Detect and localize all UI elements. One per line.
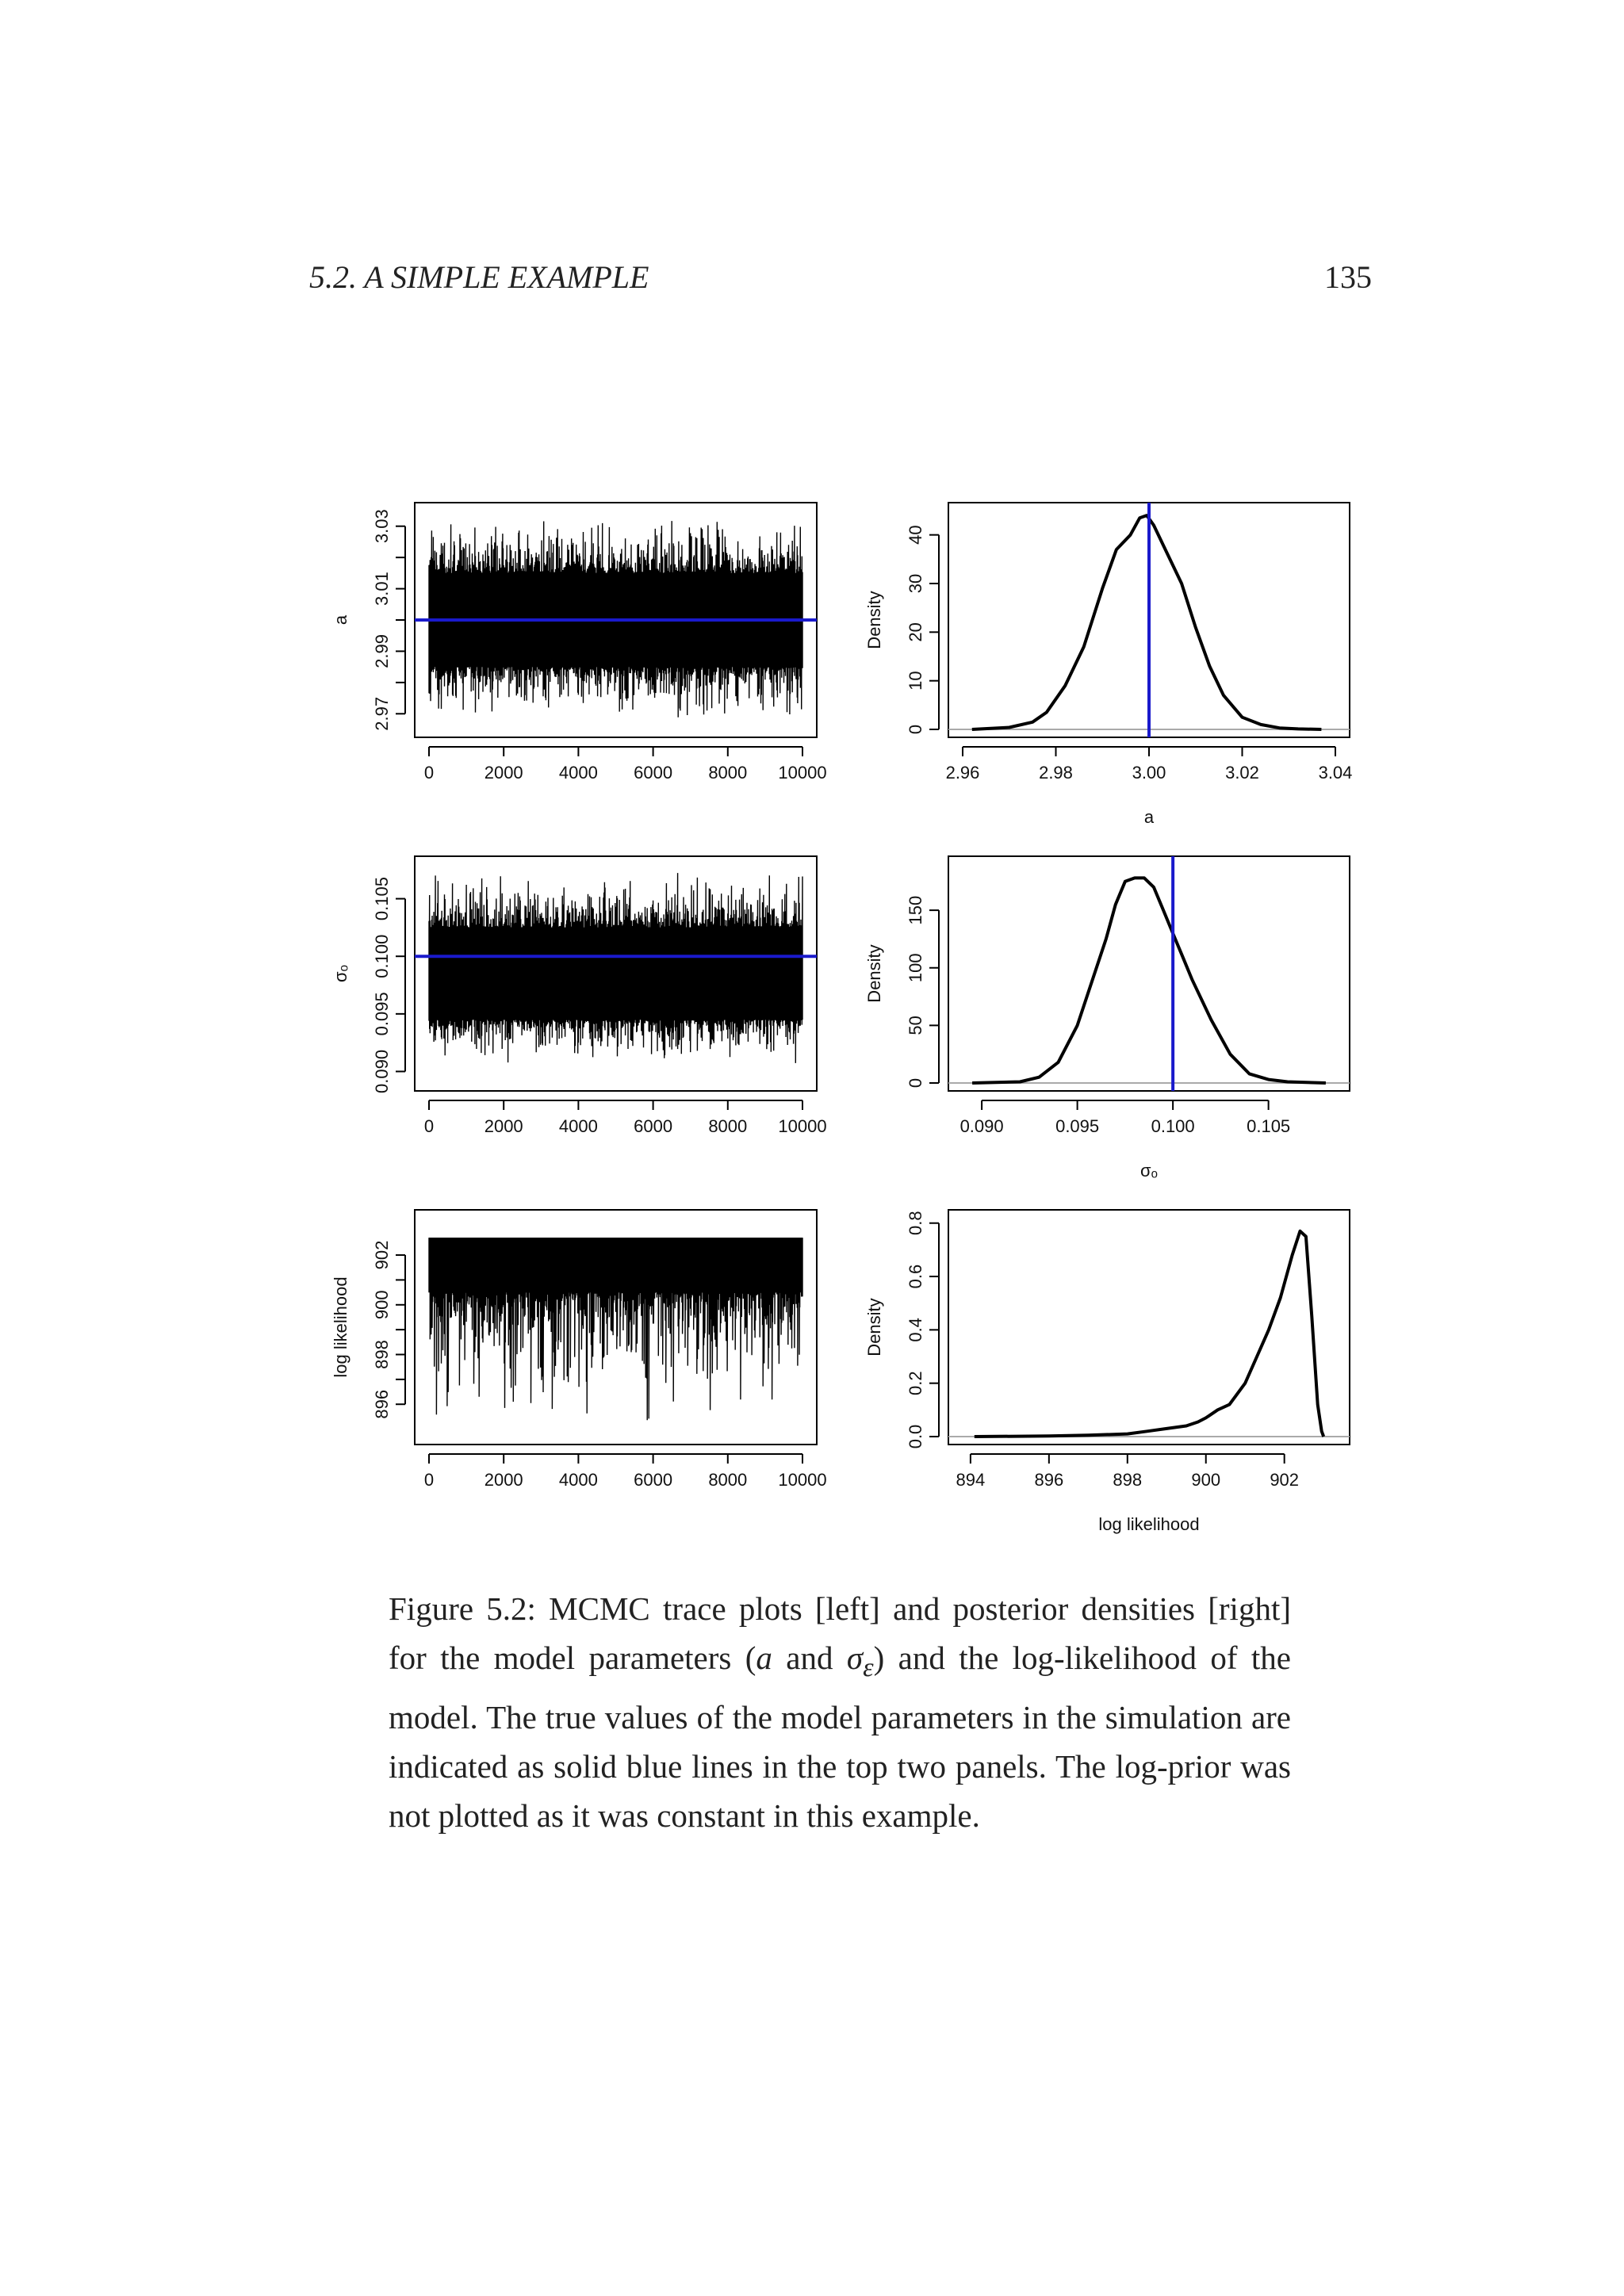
y-axis-label: Density (864, 944, 884, 1002)
x-tick-label: 0.095 (1055, 1116, 1099, 1136)
y-tick-label: 2.97 (372, 697, 392, 731)
panel-trace-3: 896 898 900 902 0 2000 4000 6000 8000 10000 log li… (331, 1209, 827, 1490)
x-tick-label: 8000 (708, 1116, 747, 1136)
x-tick-label: 894 (956, 1470, 986, 1490)
x-tick-label: 8000 (708, 1470, 747, 1490)
x-axis-label: a (1144, 807, 1155, 827)
trace-band (429, 927, 802, 1020)
x-tick-label: 898 (1113, 1470, 1142, 1490)
x-tick-label: 10000 (778, 1470, 826, 1490)
plot-frame (414, 855, 818, 1092)
plot-frame (948, 855, 1350, 1092)
density-curve (971, 514, 1322, 731)
y-axis-label: a (331, 614, 350, 625)
page-number: 135 (1324, 259, 1372, 295)
x-tick-label: 4000 (559, 1470, 598, 1490)
x-tick-label: 3.04 (1319, 763, 1353, 783)
caption-mid: and (772, 1640, 847, 1676)
x-tick-label: 2.98 (1039, 763, 1073, 783)
x-tick-label: 0 (424, 763, 434, 783)
x-tick-label: 6000 (634, 1470, 672, 1490)
caption-tail: ) and the log-likelihood of the model. T… (389, 1640, 1291, 1835)
x-tick-label: 0.105 (1247, 1116, 1290, 1136)
y-tick-label: 902 (372, 1241, 392, 1270)
caption-param-sigma: σ (846, 1640, 864, 1676)
plot-frame (414, 1209, 818, 1445)
y-axis-label: Density (864, 591, 884, 649)
x-tick-label: 4000 (559, 1116, 598, 1136)
y-tick-label: 898 (372, 1340, 392, 1369)
y-tick-label: 100 (906, 953, 925, 982)
x-tick-label: 10000 (778, 763, 826, 783)
y-tick-label: 0.095 (372, 992, 392, 1035)
caption-param-a: a (756, 1640, 772, 1676)
x-tick-label: 6000 (634, 763, 672, 783)
x-tick-label: 2000 (485, 763, 523, 783)
y-tick-label: 0.0 (906, 1425, 925, 1449)
x-tick-label: 8000 (708, 763, 747, 783)
x-axis-label: log likelihood (1098, 1514, 1199, 1534)
y-tick-label: 0.105 (372, 877, 392, 920)
y-tick-label: 50 (906, 1016, 925, 1035)
caption-lead: Figure 5.2: MCMC trace plots [left] and … (389, 1590, 1291, 1676)
x-tick-label: 896 (1034, 1470, 1063, 1490)
panel-density-1: 0 10 20 30 40 2.96 2.98 3.00 3.02 3.04 Density a (864, 502, 1353, 827)
y-tick-label: 2.99 (372, 634, 392, 668)
x-tick-label: 6000 (634, 1116, 672, 1136)
density-curve (974, 1229, 1326, 1438)
x-tick-label: 10000 (778, 1116, 826, 1136)
caption-param-sigma-sub: ε (863, 1653, 874, 1683)
y-tick-label: 900 (372, 1290, 392, 1319)
y-tick-label: 0.8 (906, 1211, 925, 1235)
y-axis-label: σₒ (331, 965, 350, 982)
panel-density-2: 0 50 100 150 0.090 0.095 0.100 0.105 Density σₒ (864, 855, 1350, 1181)
x-tick-label: 0.100 (1151, 1116, 1195, 1136)
x-tick-label: 900 (1191, 1470, 1220, 1490)
x-tick-label: 902 (1270, 1470, 1299, 1490)
y-axis-label: Density (864, 1298, 884, 1356)
y-tick-label: 40 (906, 525, 925, 544)
figure-caption: Figure 5.2: MCMC trace plots [left] and … (389, 1584, 1291, 1840)
panel-trace-2: 0.090 0.095 0.100 0.105 0 2000 4000 6000 8000 100… (331, 855, 827, 1136)
y-tick-label: 30 (906, 574, 925, 593)
y-tick-label: 3.03 (372, 509, 392, 543)
y-tick-label: 20 (906, 622, 925, 641)
y-tick-label: 3.01 (372, 572, 392, 606)
x-tick-label: 0.090 (960, 1116, 1004, 1136)
x-tick-label: 2.96 (946, 763, 980, 783)
running-header: 5.2. A SIMPLE EXAMPLE (309, 259, 649, 295)
y-tick-label: 0 (906, 725, 925, 734)
y-tick-label: 0 (906, 1078, 925, 1088)
x-tick-label: 4000 (559, 763, 598, 783)
mcmc-figure: 2.972.993.013.030 2000 4000 6000 8000 10000a0… (331, 502, 1353, 1534)
y-tick-label: 10 (906, 671, 925, 690)
page-header: 5.2. A SIMPLE EXAMPLE 135 (309, 258, 1372, 306)
x-tick-label: 2000 (485, 1470, 523, 1490)
y-tick-label: 150 (906, 896, 925, 925)
y-tick-label: 0.2 (906, 1371, 925, 1395)
y-axis-label: log likelihood (331, 1276, 350, 1377)
plot-frame (948, 1209, 1350, 1445)
x-tick-label: 3.02 (1225, 763, 1259, 783)
y-tick-label: 0.090 (372, 1050, 392, 1093)
x-tick-label: 0 (424, 1116, 434, 1136)
y-tick-label: 896 (372, 1390, 392, 1419)
x-tick-label: 0 (424, 1470, 434, 1490)
panel-density-3: 0.0 0.2 0.4 0.6 0.8 894 896 898 900 902 Density log… (864, 1209, 1350, 1534)
x-axis-label: σₒ (1140, 1161, 1158, 1181)
x-tick-label: 3.00 (1132, 763, 1166, 783)
density-curve (972, 876, 1326, 1085)
panel-trace-1: 2.97 2.99 3.01 3.03 0 2000 4000 6000 8000 10000 a (331, 502, 827, 783)
y-tick-label: 0.6 (906, 1265, 925, 1289)
trace-band (429, 1238, 802, 1293)
y-tick-label: 0.100 (372, 935, 392, 978)
x-tick-label: 2000 (485, 1116, 523, 1136)
y-tick-label: 0.4 (906, 1318, 925, 1342)
